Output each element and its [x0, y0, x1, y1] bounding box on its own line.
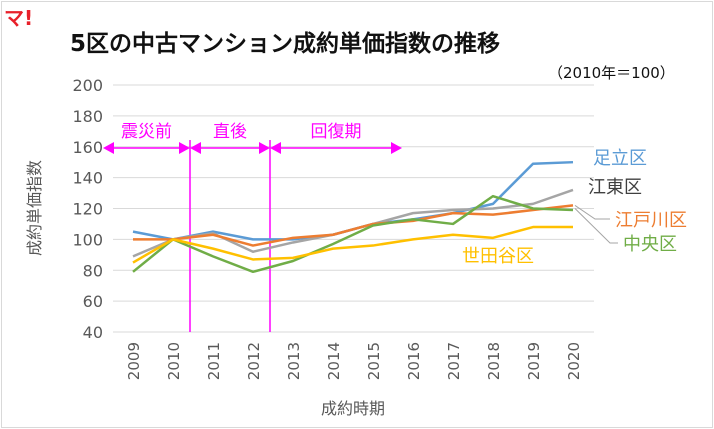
arrow-head-right [179, 142, 190, 154]
x-tick-label: 2015 [365, 342, 383, 380]
y-tick-label: 160 [72, 138, 103, 157]
x-tick-label: 2012 [245, 342, 263, 380]
y-tick-label: 60 [83, 292, 103, 311]
legend-label: 世田谷区 [462, 246, 534, 267]
y-axis-label: 成約単価指数 [25, 160, 44, 256]
x-tick-label: 2019 [525, 342, 543, 380]
legend-label: 江東区 [588, 177, 642, 198]
x-axis-label: 成約時期 [321, 399, 385, 418]
y-tick-label: 100 [72, 230, 103, 249]
x-tick-label: 2010 [165, 342, 183, 380]
arrow-head-left [190, 142, 201, 154]
series-line-中央区 [132, 194, 574, 274]
x-tick-label: 2016 [405, 342, 423, 380]
y-tick-label: 180 [72, 107, 103, 126]
arrow-head-right [259, 142, 270, 154]
x-tick-label: 2014 [325, 342, 343, 380]
legend-label: 江戸川区 [615, 210, 687, 231]
chart-subtitle: （2010年＝100） [548, 64, 675, 82]
y-tick-label: 140 [72, 169, 103, 188]
series-line-世田谷区 [132, 225, 573, 264]
logo: マ! [4, 6, 34, 30]
chart-title: 5区の中古マンション成約単価指数の推移 [70, 31, 501, 57]
arrow-head-left [103, 142, 114, 154]
period-label: 直後 [213, 122, 247, 142]
y-tick-label: 200 [72, 76, 103, 95]
x-tick-label: 2013 [285, 342, 303, 380]
x-tick-label: 2011 [205, 342, 223, 380]
x-tick-label: 2018 [485, 342, 503, 380]
x-tick-label: 2020 [565, 342, 583, 380]
period-label: 震災前 [121, 122, 172, 142]
x-tick-label: 2009 [125, 342, 143, 380]
leader-line [574, 208, 618, 244]
y-tick-label: 40 [83, 323, 103, 342]
y-tick-label: 80 [83, 261, 103, 280]
period-label: 回復期 [311, 122, 362, 142]
y-tick-label: 120 [72, 200, 103, 219]
arrow-head-right [391, 142, 402, 154]
legend-label: 中央区 [623, 234, 677, 255]
series-line-江戸川区 [133, 204, 574, 247]
legend-label: 足立区 [593, 148, 647, 169]
arrow-head-left [270, 142, 281, 154]
leader-line [574, 204, 610, 220]
x-tick-label: 2017 [445, 342, 463, 380]
